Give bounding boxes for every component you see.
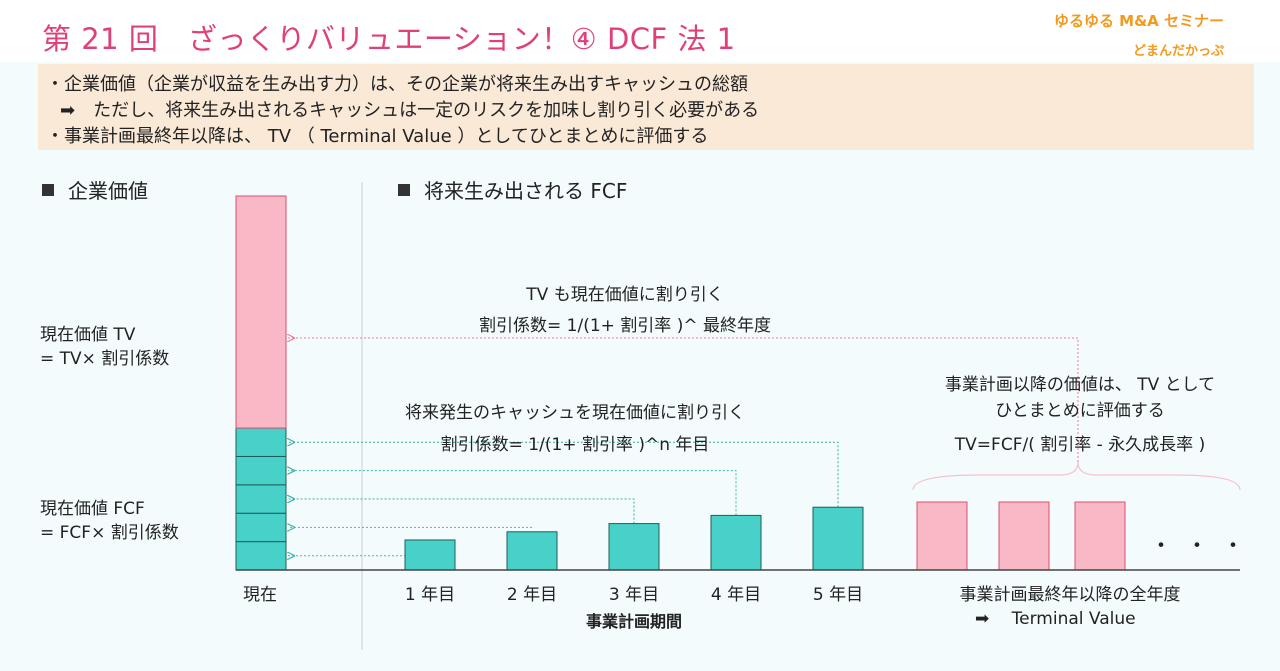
pv-fcf-segment xyxy=(235,455,287,486)
tv-years-label-2: ➡ Terminal Value xyxy=(975,609,1136,629)
pv-fcf-segment xyxy=(235,541,287,571)
fcf-bar-year-3 xyxy=(608,523,660,571)
tv-note-label-1: 事業計画以降の価値は、 TV として xyxy=(944,375,1216,395)
fcf-discount-label-2: 割引係数= 1/(1+ 割引率 )^n 年目 xyxy=(440,435,710,455)
section-future-fcf: 将来生み出される FCF xyxy=(398,175,627,204)
summary-line-3: ・事業計画最終年以降は、 TV （ Terminal Value ）としてひとま… xyxy=(46,126,709,147)
fcf-pv-label-1: 現在価値 FCF xyxy=(40,499,145,519)
category-label-year-5: 5 年目 xyxy=(812,585,864,605)
plan-period-label: 事業計画期間 xyxy=(585,612,683,631)
fcf-pv-label-2: = FCF× 割引係数 xyxy=(40,523,179,543)
section-title: 企業価値 xyxy=(68,179,148,203)
author-label: どまんだかっぷ xyxy=(1132,44,1224,59)
tv-note-label-2: ひとまとめに評価する xyxy=(995,401,1165,421)
tv-pv-label-1: 現在価値 TV xyxy=(40,325,136,345)
pv-fcf-segment xyxy=(235,512,287,543)
tv-bar xyxy=(998,501,1050,571)
category-label-year-4: 4 年目 xyxy=(710,585,762,605)
fcf-discount-label-1: 将来発生のキャッシュを現在価値に割り引く xyxy=(405,403,745,423)
fcf-bar-year-1 xyxy=(404,539,456,571)
square-bullet-icon xyxy=(42,184,54,196)
category-label-year-2: 2 年目 xyxy=(506,585,558,605)
brand-label: ゆるゆる M&A セミナー xyxy=(1053,12,1224,30)
section-enterprise-value: 企業価値 xyxy=(42,175,148,204)
category-label-year-1: 1 年目 xyxy=(404,585,456,605)
discount-arrow-year-4 xyxy=(288,471,737,516)
tv-bar xyxy=(1074,501,1126,571)
category-label-year-3: 3 年目 xyxy=(608,585,660,605)
tv-formula-label: TV=FCF/( 割引率 - 永久成長率 ) xyxy=(954,435,1206,455)
tv-bar xyxy=(916,501,968,571)
tv-discount-label-1: TV も現在価値に割り引く xyxy=(526,285,724,305)
page-title: 第 21 回 ざっくりバリュエーション！④ DCF 法 1 xyxy=(42,22,736,56)
tv-years-label-1: 事業計画最終年以降の全年度 xyxy=(959,585,1181,605)
discount-arrow-year-3 xyxy=(288,499,635,524)
summary-line-2: ➡ ただし、将来生み出されるキャッシュは一定のリスクを加味し割り引く必要がある xyxy=(60,100,760,121)
tv-discount-arrow xyxy=(288,338,1079,462)
square-bullet-icon xyxy=(398,184,410,196)
tv-discount-label-2: 割引係数= 1/(1+ 割引率 )^ 最終年度 xyxy=(479,316,771,336)
section-title: 将来生み出される FCF xyxy=(424,179,628,203)
category-label-present: 現在 xyxy=(243,585,277,605)
summary-box: ・企業価値（企業が収益を生み出す力）は、その企業が将来生み出すキャッシュの総額 … xyxy=(38,64,1254,150)
header-bar xyxy=(0,0,1280,62)
discount-arrow-year-5 xyxy=(288,442,839,508)
summary-line-1: ・企業価値（企業が収益を生み出す力）は、その企業が将来生み出すキャッシュの総額 xyxy=(46,74,748,95)
pv-fcf-segment xyxy=(235,484,287,514)
ellipsis-mark: ・・・ xyxy=(1150,534,1259,559)
pv-tv-segment xyxy=(235,195,287,429)
fcf-bar-year-2 xyxy=(506,531,558,571)
tv-pv-label-2: = TV× 割引係数 xyxy=(40,349,170,369)
tv-brace xyxy=(912,461,1241,491)
fcf-bar-year-5 xyxy=(812,506,864,571)
fcf-bar-year-4 xyxy=(710,514,762,571)
pv-fcf-segment xyxy=(235,427,287,457)
